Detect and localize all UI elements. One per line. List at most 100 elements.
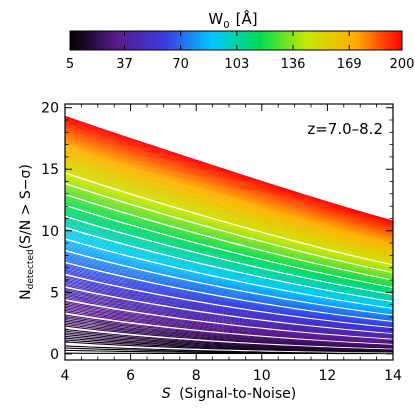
curve-w0-143 <box>65 175 393 268</box>
curve-w0-138 <box>65 181 393 272</box>
curve-w0-190 <box>65 125 393 230</box>
curve-w0-104 <box>65 219 393 298</box>
curve-w0-196 <box>65 120 393 226</box>
curve-w0-103 <box>65 220 393 298</box>
curve-w0-58 <box>65 273 393 329</box>
y-axis-main: N <box>18 289 34 299</box>
curve-w0-110 <box>65 213 393 294</box>
curve-w0-112 <box>65 210 393 292</box>
curve-w0-16 <box>65 332 393 351</box>
colorbar-tick-label: 200 <box>390 57 415 72</box>
curve-w0-181 <box>65 135 393 238</box>
curve-w0-131 <box>65 188 393 278</box>
curve-w0-164 <box>65 153 393 252</box>
curve-w0-186 <box>65 130 393 234</box>
curve-w0-81 <box>65 246 393 314</box>
curve-w0-97 <box>65 228 393 303</box>
curve-w0-41 <box>65 296 393 339</box>
curve-family <box>65 115 393 355</box>
curve-w0-163 <box>65 154 393 253</box>
x-tick-label: 12 <box>318 368 336 384</box>
curve-w0-132 <box>65 187 393 277</box>
curve-w0-55 <box>65 278 393 330</box>
curve-w0-146 <box>65 173 393 267</box>
curve-w0-166 <box>65 151 393 250</box>
curve-w0-74 <box>65 255 393 319</box>
curve-w0-179 <box>65 137 393 239</box>
curve-w0-56 <box>65 276 393 330</box>
curve-w0-90 <box>65 235 393 308</box>
curve-w0-139 <box>65 180 393 272</box>
curve-w0-193 <box>65 122 393 228</box>
curve-w0-79 <box>65 248 393 315</box>
curve-w0-75 <box>65 253 393 318</box>
curve-w0-172 <box>65 145 393 246</box>
colorbar-tick-label: 37 <box>116 57 133 72</box>
colorbar-tick-label: 5 <box>66 57 74 72</box>
curve-w0-36 <box>65 303 393 342</box>
curve-w0-188 <box>65 128 393 232</box>
curve-w0-134 <box>65 186 393 276</box>
curve-w0-165 <box>65 152 393 251</box>
curve-w0-51 <box>65 283 393 333</box>
curve-w0-136 <box>65 184 393 274</box>
colorbar-title-main: W <box>208 10 223 28</box>
curve-w0-82 <box>65 244 393 313</box>
curve-w0-168 <box>65 148 393 248</box>
curve-w0-31 <box>65 309 393 344</box>
curve-w0-25 <box>65 319 393 347</box>
curve-w0-80 <box>65 247 393 314</box>
curve-w0-83 <box>65 243 393 312</box>
curve-w0-153 <box>65 165 393 261</box>
colorbar-tick-label: 169 <box>337 57 362 72</box>
curve-w0-26 <box>65 317 393 347</box>
axis-ticks: 4 6 8 10 12 14 0 5 10 15 20 <box>41 101 402 384</box>
curve-w0-29 <box>65 312 393 345</box>
curve-w0-93 <box>65 231 393 305</box>
x-tick-label: 8 <box>192 368 201 384</box>
curve-w0-17 <box>65 330 393 351</box>
curve-w0-175 <box>65 141 393 243</box>
curve-w0-13 <box>65 337 393 352</box>
curve-w0-130 <box>65 190 393 278</box>
curve-w0-158 <box>65 160 393 257</box>
curve-w0-27 <box>65 315 393 346</box>
curve-w0-78 <box>65 249 393 316</box>
curve-w0-32 <box>65 308 393 343</box>
curve-w0-149 <box>65 169 393 264</box>
curve-w0-150 <box>65 168 393 263</box>
y-tick-label: 20 <box>41 101 59 117</box>
curve-w0-50 <box>65 284 393 334</box>
y-tick-label: 5 <box>50 285 59 301</box>
y-tick-label: 15 <box>41 162 59 178</box>
colorbar-tick-label: 103 <box>224 57 249 72</box>
curve-w0-106 <box>65 216 393 296</box>
curve-w0-125 <box>65 196 393 282</box>
redshift-annotation: z=7.0–8.2 <box>307 120 383 138</box>
curve-w0-69 <box>65 260 393 322</box>
curve-w0-19 <box>65 326 393 350</box>
curve-w0-46 <box>65 289 393 336</box>
curve-w0-105 <box>65 218 393 297</box>
curve-w0-176 <box>65 140 393 242</box>
curve-w0-156 <box>65 161 393 258</box>
y-axis-sub: detected <box>26 249 36 289</box>
x-axis-text: (Signal-to-Noise) <box>179 386 296 402</box>
curve-w0-127 <box>65 193 393 281</box>
curve-w0-85 <box>65 242 393 311</box>
curve-w0-42 <box>65 294 393 338</box>
curve-w0-197 <box>65 119 393 225</box>
colorbar-tick-label: 136 <box>281 57 306 72</box>
curve-w0-44 <box>65 292 393 337</box>
curve-w0-37 <box>65 302 393 341</box>
curve-w0-61 <box>65 271 393 327</box>
curve-w0-185 <box>65 131 393 235</box>
curve-w0-94 <box>65 230 393 305</box>
colorbar <box>69 30 403 51</box>
curve-w0-115 <box>65 207 393 290</box>
curve-w0-107 <box>65 215 393 296</box>
curve-w0-184 <box>65 132 393 236</box>
curve-w0-126 <box>65 194 393 282</box>
curve-w0-45 <box>65 290 393 336</box>
curve-w0-89 <box>65 237 393 308</box>
